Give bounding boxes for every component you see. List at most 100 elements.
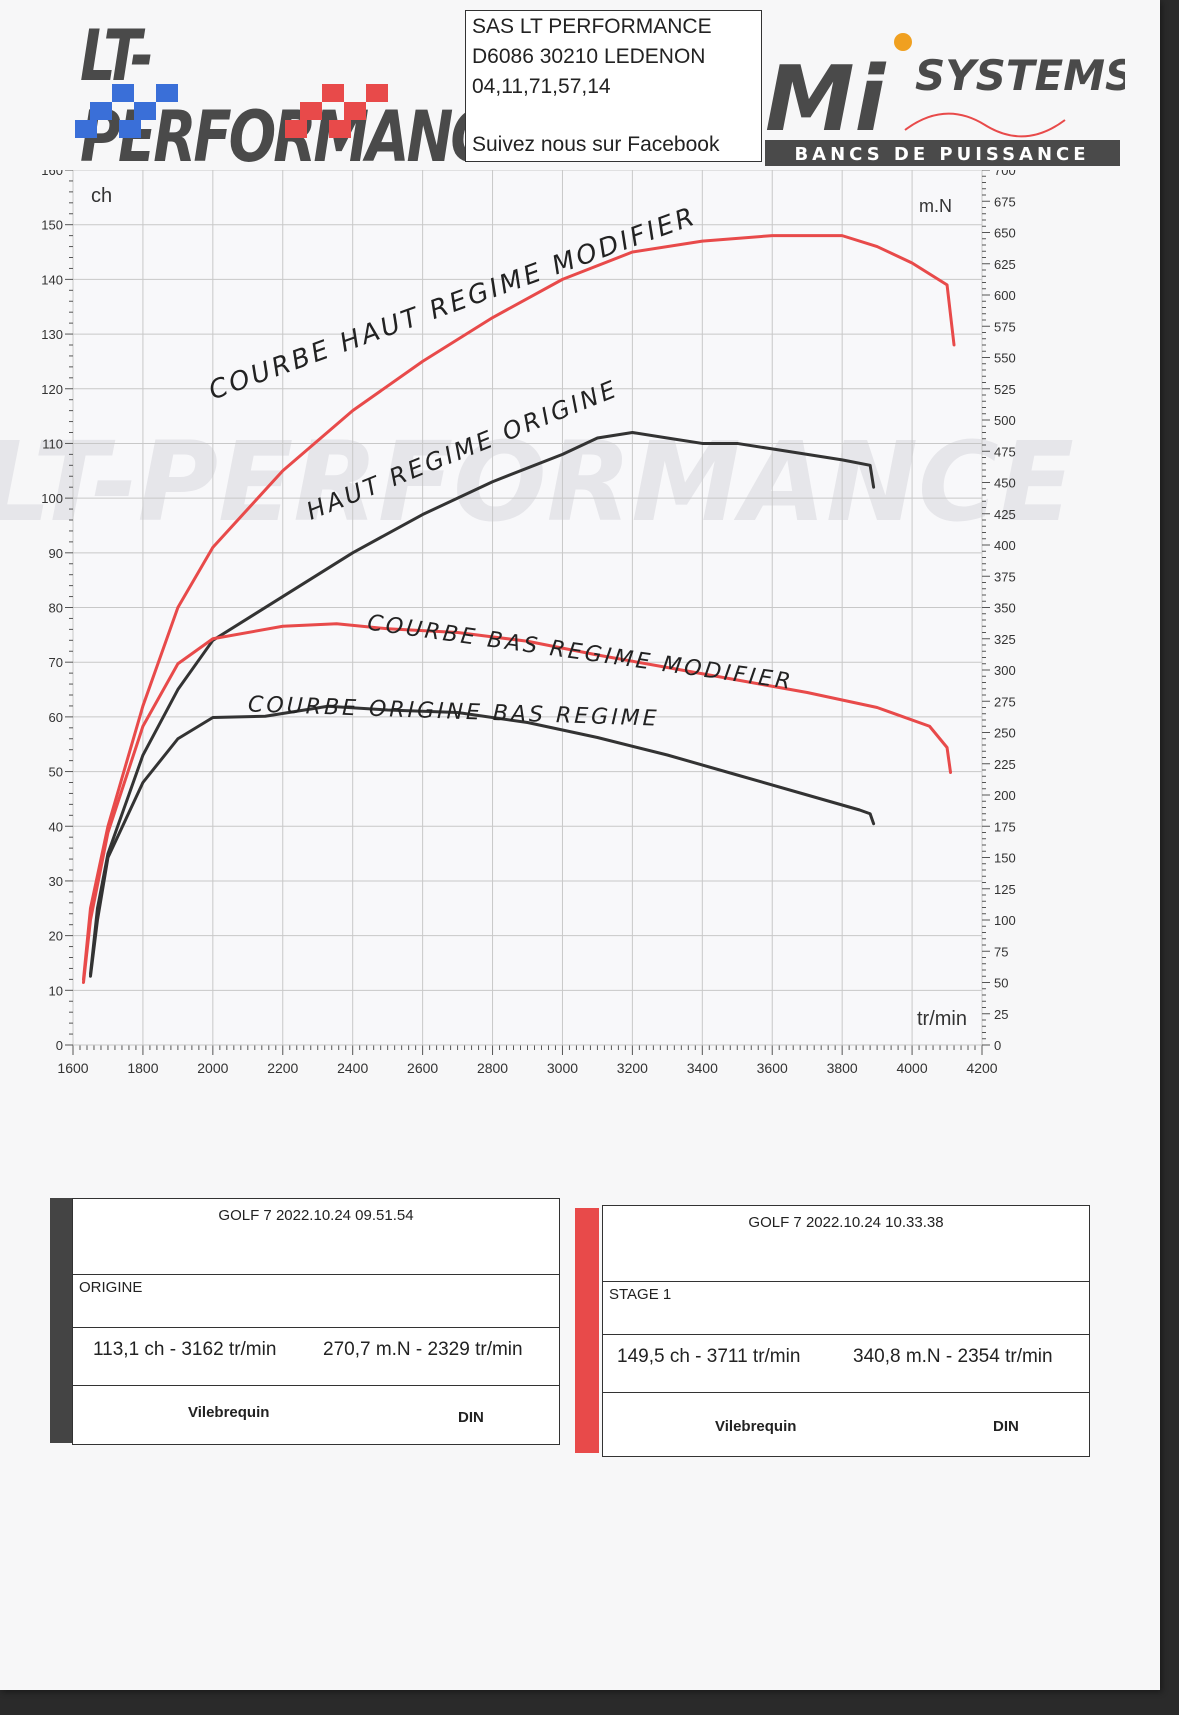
y-left-tick-label: 70: [49, 655, 63, 670]
y-right-tick-label: 175: [994, 819, 1016, 834]
series-line-2: [81, 622, 953, 984]
x-tick-label: 2200: [267, 1060, 298, 1076]
result-box-origine: GOLF 7 2022.10.24 09.51.54 ORIGINE 113,1…: [72, 1198, 560, 1445]
y-right-tick-label: 300: [994, 663, 1016, 678]
y-right-tick-label: 250: [994, 726, 1016, 741]
y-right-tick-label: 275: [994, 694, 1016, 709]
origine-color-stripe: [50, 1198, 72, 1443]
result-torque: 270,7 m.N - 2329 tr/min: [323, 1339, 523, 1360]
x-tick-label: 1600: [57, 1060, 88, 1076]
y-right-tick-label: 75: [994, 944, 1008, 959]
y-right-tick-label: 375: [994, 569, 1016, 584]
y-left-tick-label: 140: [41, 272, 63, 287]
y-right-tick-label: 200: [994, 788, 1016, 803]
facebook-line: Suivez nous sur Facebook: [472, 133, 720, 156]
y-right-tick-label: 625: [994, 257, 1016, 272]
y-right-tick-label: 400: [994, 538, 1016, 553]
y-left-tick-label: 90: [49, 546, 63, 561]
stage1-color-stripe: [575, 1208, 599, 1453]
result-stage: ORIGINE: [79, 1279, 143, 1296]
y-left-tick-label: 50: [49, 765, 63, 780]
y-left-axis-label: ch: [91, 185, 112, 207]
mi-systems-logo-art: Mi SYSTEMS BANCS DE PUISSANCE: [765, 33, 1135, 166]
mi-mark: Mi: [765, 47, 887, 152]
y-right-tick-label: 50: [994, 976, 1008, 991]
y-right-tick-label: 425: [994, 507, 1016, 522]
result-power: 113,1 ch - 3162 tr/min: [93, 1339, 277, 1360]
y-left-tick-label: 60: [49, 710, 63, 725]
x-tick-label: 4200: [966, 1060, 997, 1076]
y-left-tick-label: 10: [49, 983, 63, 998]
result-footer-right: DIN: [993, 1418, 1019, 1435]
y-right-tick-label: 600: [994, 288, 1016, 303]
y-right-tick-label: 125: [994, 882, 1016, 897]
y-left-tick-label: 20: [49, 929, 63, 944]
y-right-tick-label: 675: [994, 194, 1016, 209]
y-right-tick-label: 500: [994, 413, 1016, 428]
dyno-sheet: LT-PERFORMANCE SAS LT PERFORMANCE D6086 …: [0, 0, 1160, 1690]
series-line-3: [88, 704, 876, 978]
y-right-tick-label: 225: [994, 757, 1016, 772]
x-tick-label: 2800: [477, 1060, 508, 1076]
company-address: D6086 30210 LEDENON: [472, 45, 706, 68]
dyno-chart: LT-PERFORMANCE 1600 1800 2000 2200 2400 2600 28…: [0, 163, 1160, 1190]
watermark-text: LT-PERFORMANCE: [0, 418, 1074, 546]
y-right-tick-label: 650: [994, 226, 1016, 241]
mi-dot-icon: [894, 33, 912, 51]
x-tick-label: 3000: [547, 1060, 578, 1076]
x-tick-label: 3600: [757, 1060, 788, 1076]
result-header: GOLF 7 2022.10.24 10.33.38: [748, 1214, 944, 1231]
y-right-tick-label: 150: [994, 851, 1016, 866]
y-right-tick-label: 475: [994, 444, 1016, 459]
x-tick-label: 4000: [896, 1060, 927, 1076]
y-right-tick-label: 450: [994, 476, 1016, 491]
y-left-tick-label: 160: [41, 170, 63, 178]
result-footer-right: DIN: [458, 1409, 484, 1426]
x-tick-label: 3800: [827, 1060, 858, 1076]
result-stage: STAGE 1: [609, 1286, 672, 1303]
y-left-tick-label: 40: [49, 819, 63, 834]
y-right-tick-label: 700: [994, 170, 1016, 178]
company-phone: 04,11,71,57,14: [472, 75, 611, 98]
y-right-tick-label: 350: [994, 601, 1016, 616]
mi-systems-text: SYSTEMS: [915, 51, 1125, 100]
y-right-axis-label: m.N: [919, 196, 952, 216]
address-box: SAS LT PERFORMANCE D6086 30210 LEDENON 0…: [465, 10, 762, 162]
result-header: GOLF 7 2022.10.24 09.51.54: [218, 1207, 414, 1224]
result-box-stage1: GOLF 7 2022.10.24 10.33.38 STAGE 1 149,5…: [602, 1205, 1090, 1457]
y-right-tick-label: 525: [994, 382, 1016, 397]
series-line-0: [81, 234, 956, 981]
x-tick-label: 2400: [337, 1060, 368, 1076]
y-left-tick-label: 0: [56, 1038, 63, 1053]
y-right-tick-label: 325: [994, 632, 1016, 647]
y-left-tick-label: 110: [42, 436, 63, 451]
company-name: SAS LT PERFORMANCE: [472, 15, 712, 38]
x-tick-label: 1800: [127, 1060, 158, 1076]
y-left-tick-label: 130: [41, 327, 63, 342]
x-tick-label: 3400: [687, 1060, 718, 1076]
y-right-tick-label: 100: [994, 913, 1016, 928]
lt-performance-logo: LT-PERFORMANCE: [70, 10, 527, 179]
y-right-tick-label: 25: [994, 1007, 1008, 1022]
y-left-tick-label: 120: [41, 382, 63, 397]
result-footer-left: Vilebrequin: [188, 1404, 270, 1421]
mi-tagline: BANCS DE PUISSANCE: [794, 144, 1089, 165]
y-right-tick-label: 550: [994, 351, 1016, 366]
checkered-flags-icon: [75, 84, 388, 138]
y-left-tick-label: 80: [49, 601, 63, 616]
x-tick-label: 2000: [197, 1060, 228, 1076]
x-tick-label: 2600: [407, 1060, 438, 1076]
y-right-tick-label: 0: [994, 1038, 1001, 1053]
y-left-tick-label: 30: [49, 874, 63, 889]
y-right-tick-label: 575: [994, 319, 1016, 334]
result-power: 149,5 ch - 3711 tr/min: [617, 1346, 801, 1367]
x-tick-label: 3200: [617, 1060, 648, 1076]
mi-systems-logo: Mi SYSTEMS BANCS DE PUISSANCE: [765, 20, 1135, 170]
series-line-1: [88, 431, 876, 976]
y-left-tick-label: 150: [41, 218, 63, 233]
result-torque: 340,8 m.N - 2354 tr/min: [853, 1346, 1053, 1367]
y-left-tick-label: 100: [41, 491, 63, 506]
x-axis-label: tr/min: [917, 1008, 967, 1030]
result-footer-left: Vilebrequin: [715, 1418, 797, 1435]
